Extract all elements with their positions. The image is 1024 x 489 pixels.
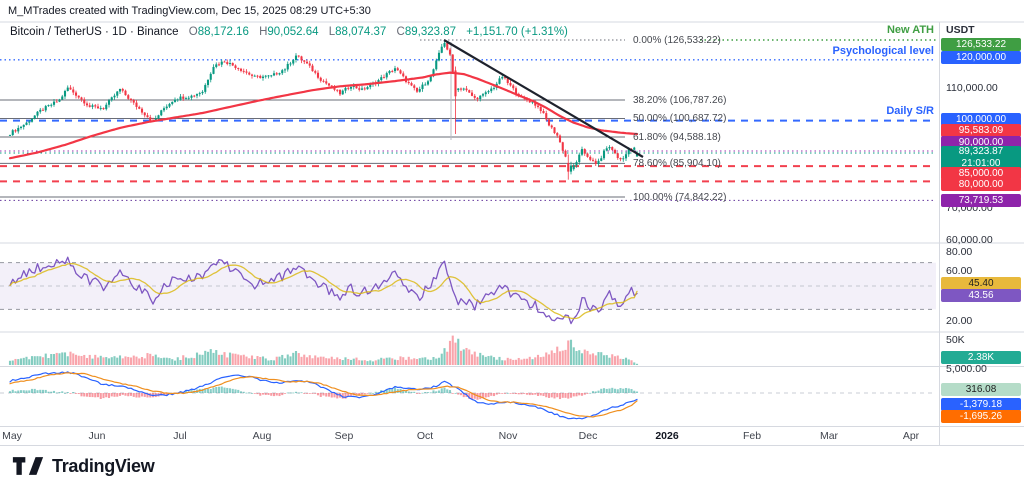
price-badge: 120,000.00 [941, 51, 1021, 64]
price-axis-label: 60,000.00 [946, 234, 993, 246]
price-badge: 2.38K [941, 351, 1021, 364]
time-axis-label: Oct [416, 430, 434, 442]
time-axis-label: Apr [902, 430, 920, 442]
price-badge: 80,000.00 [941, 178, 1021, 191]
tradingview-logo[interactable]: TradingView [12, 455, 155, 477]
new-ath-label: New ATH [886, 24, 934, 36]
price-badge: 95,583.09 [941, 124, 1021, 137]
price-axis-label: 5,000.00 [946, 363, 987, 375]
open-value: 88,172.16 [197, 26, 249, 38]
price-axis-label: 110,000.00 [946, 82, 998, 94]
price-badge: 316.08 [941, 383, 1021, 396]
price-axis-label: 20.00 [946, 315, 973, 327]
fib-label-78.60%: 78.60% (85,904.10) [633, 158, 721, 170]
change-value: +1,151.70 (+1.31%) [466, 26, 568, 38]
price-badge: 90,000.00 [941, 136, 1021, 149]
price-badge: 89,323.87 21:01:00 [941, 146, 1021, 171]
price-badge: 85,000.00 [941, 167, 1021, 180]
price-badge: 100,000.00 [941, 113, 1021, 126]
fib-label-0.00%: 0.00% (126,533.22) [633, 35, 721, 46]
open-label: O [188, 26, 198, 38]
time-axis-label: Nov [498, 430, 518, 442]
time-axis-label: Jun [88, 430, 106, 442]
symbol-title[interactable]: Bitcoin / TetherUS · 1D · Binance [10, 26, 179, 38]
close-value: 89,323.87 [404, 26, 457, 38]
time-axis-label: Mar [819, 430, 839, 442]
fib-label-38.20%: 38.20% (106,787.26) [633, 94, 727, 106]
fib-label-50.00%: 50.00% (100,687.72) [633, 113, 727, 125]
low-label: L [328, 26, 336, 38]
time-axis-label: Sep [334, 430, 354, 442]
tradingview-logo-text: TradingView [52, 455, 155, 476]
low-value: 88,074.37 [335, 26, 387, 38]
symbol-bar[interactable]: Bitcoin / TetherUS · 1D · Binance O88,17… [10, 26, 568, 38]
price-axis-label: 60.00 [946, 265, 973, 277]
price-axis-label: 50K [946, 334, 965, 346]
price-badge: -1,379.18 [941, 398, 1021, 411]
high-value: 90,052.64 [267, 26, 319, 38]
tradingview-logo-icon [12, 457, 44, 475]
price-axis-label: 80.00 [946, 246, 973, 258]
close-label: C [396, 26, 405, 38]
price-axis-label: USDT [946, 24, 975, 36]
daily-sr-label: Daily S/R [886, 105, 934, 117]
price-badge: 126,533.22 [941, 38, 1021, 51]
time-axis-label: Aug [252, 430, 272, 442]
time-axis-label: May [2, 430, 22, 442]
price-badge: 45.40 [941, 277, 1021, 290]
fib-label-61.80%: 61.80% (94,588.18) [633, 132, 721, 144]
price-badge: 43.56 [941, 289, 1021, 302]
price-badge: 73,719.53 [941, 194, 1021, 207]
psychological-level-label: Psychological level [832, 45, 935, 57]
fib-label-100.00%: 100.00% (74,842.22) [633, 191, 727, 203]
chart-credit: M_MTrades created with TradingView.com, … [8, 5, 371, 17]
price-badge: -1,695.26 [941, 410, 1021, 423]
time-axis-label: Dec [578, 430, 598, 442]
high-label: H [259, 26, 268, 38]
time-axis-label: 2026 [655, 430, 679, 442]
time-axis-label: Feb [742, 430, 762, 442]
time-axis-label: Jul [173, 430, 187, 442]
